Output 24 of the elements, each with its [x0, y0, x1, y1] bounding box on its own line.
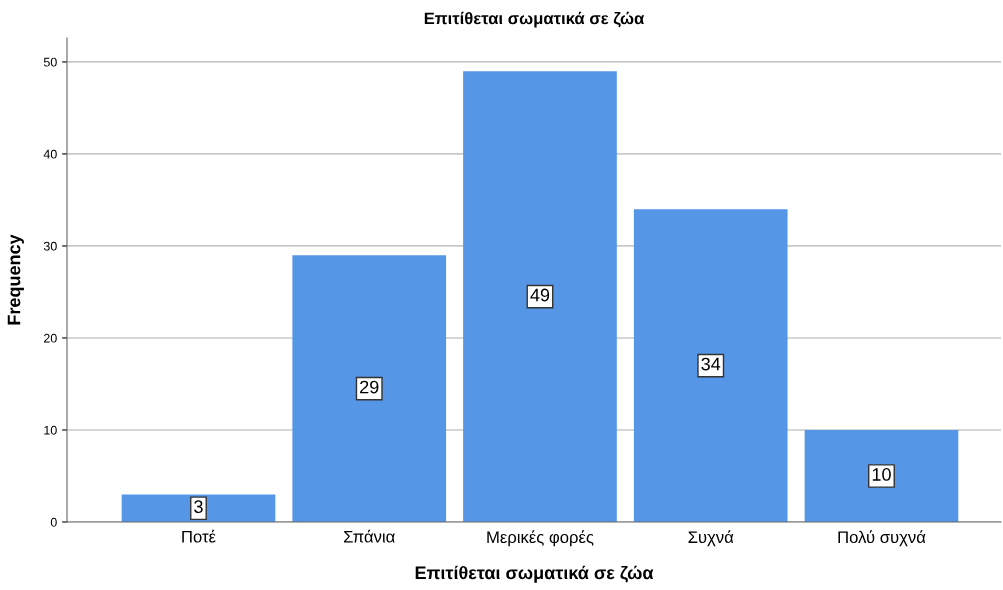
data-label: 29 — [360, 380, 379, 394]
x-axis-title: Επιτίθεται σωματικά σε ζώα — [415, 565, 654, 583]
chart-title: Επιτίθεται σωματικά σε ζώα — [424, 11, 645, 28]
y-axis-title: Frequency — [7, 234, 24, 325]
y-tick-label: 10 — [44, 425, 57, 435]
bar — [121, 494, 276, 522]
bar — [463, 71, 617, 522]
data-label: 10 — [872, 468, 891, 481]
data-label: 3 — [194, 500, 203, 514]
y-tick-label: 30 — [43, 241, 57, 251]
x-tick-label: Ποτέ — [182, 529, 216, 543]
x-tick-label: Συχνά — [688, 530, 734, 547]
x-tick-label: Μερικές φορές — [487, 530, 594, 547]
y-tick-label: 40 — [43, 149, 57, 159]
bar — [804, 429, 959, 522]
data-label: 49 — [530, 288, 550, 302]
y-tick-label: 0 — [50, 517, 57, 527]
bar — [633, 209, 788, 522]
y-tick-label: 20 — [44, 333, 57, 343]
x-tick-label: Σπάνια — [344, 529, 395, 543]
x-tick-label: Πολύ συχνά — [838, 530, 926, 547]
data-label: 34 — [701, 357, 721, 371]
y-tick-label: 50 — [43, 57, 57, 67]
bar — [292, 255, 447, 522]
